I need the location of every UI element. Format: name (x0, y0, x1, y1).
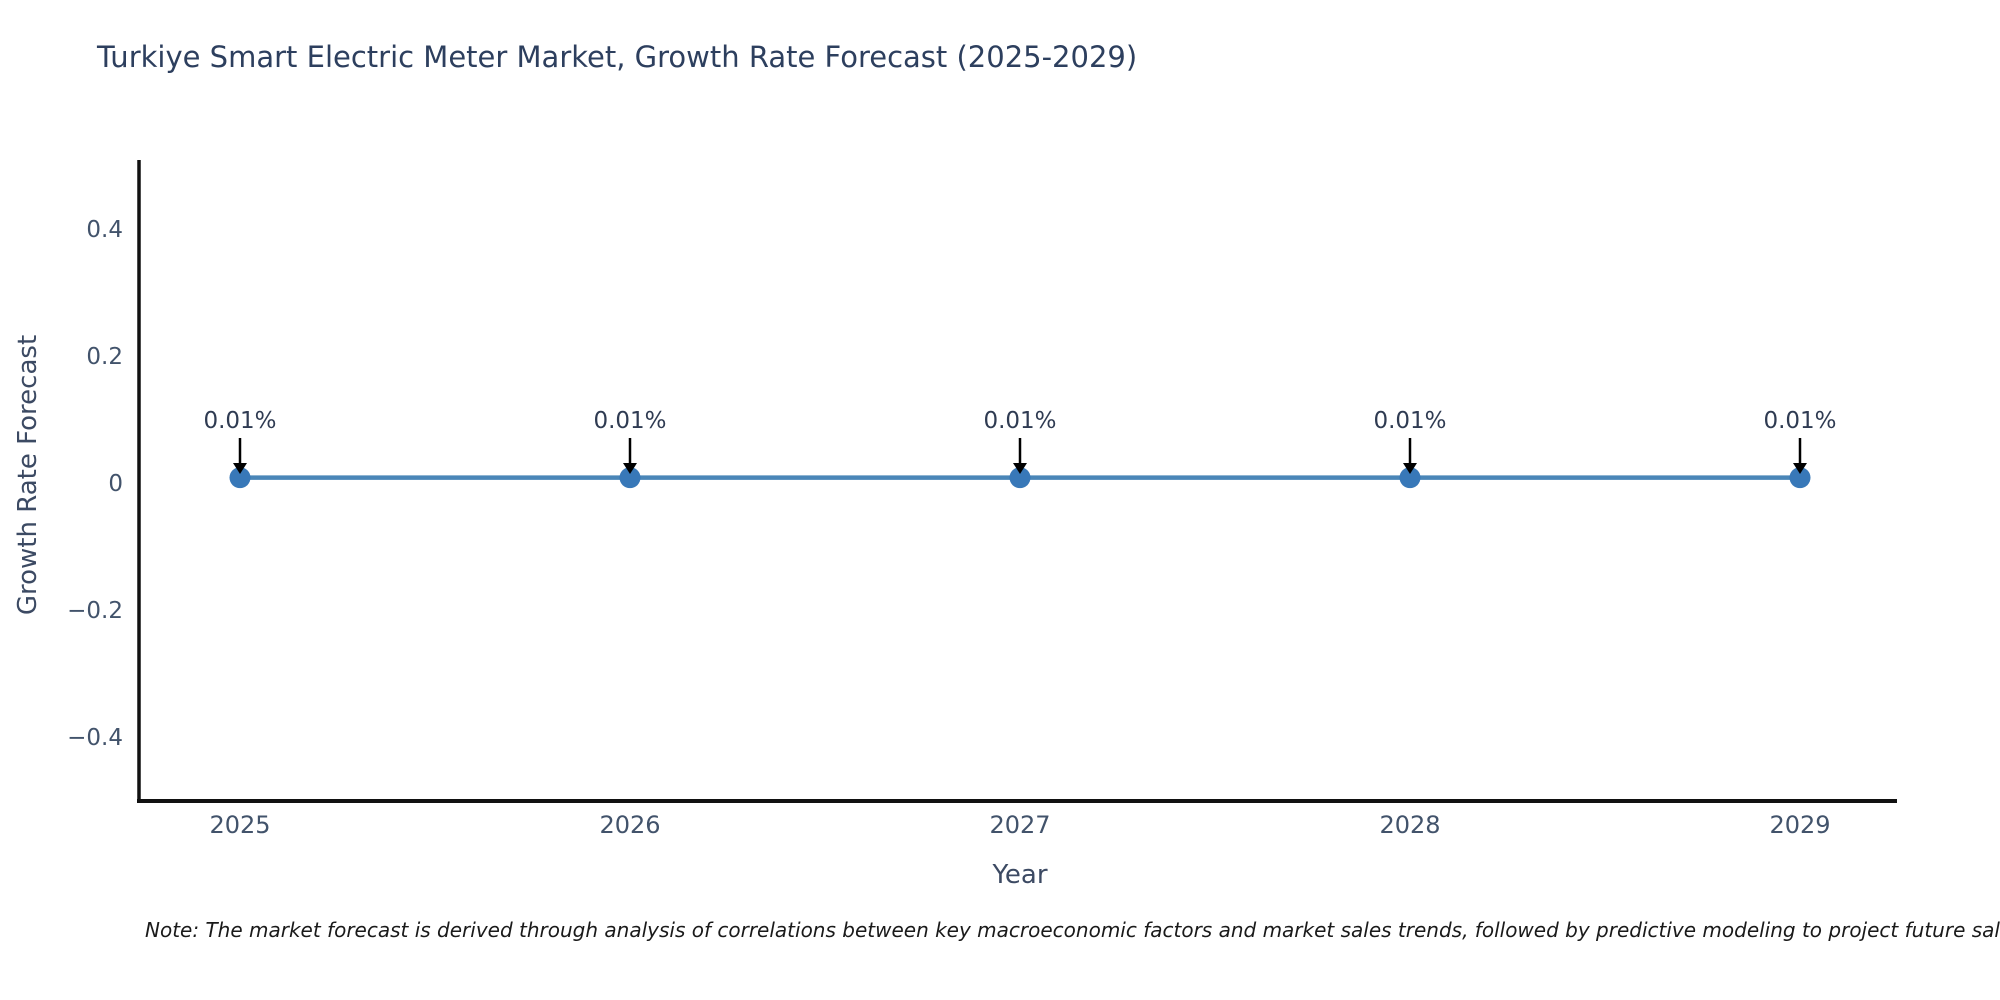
data-point-marker (619, 467, 641, 489)
y-tick-label: 0.4 (86, 217, 123, 243)
x-tick-label: 2029 (1769, 811, 1830, 839)
chart-title: Turkiye Smart Electric Meter Market, Gro… (97, 40, 1138, 74)
x-axis-title: Year (992, 860, 1048, 890)
y-tick-label: −0.2 (67, 598, 123, 624)
y-axis-title: Growth Rate Forecast (13, 334, 43, 616)
annotation-arrow-head (1013, 463, 1027, 474)
y-tick-label: 0 (108, 471, 123, 497)
point-annotation-label: 0.01% (983, 408, 1056, 434)
point-annotation-label: 0.01% (1763, 408, 1836, 434)
footnote-text: Note: The market forecast is derived thr… (145, 918, 2000, 942)
annotation-arrow-head (1793, 463, 1807, 474)
data-point-marker (1399, 467, 1421, 489)
data-point-marker (229, 467, 251, 489)
x-tick-label: 2028 (1379, 811, 1440, 839)
x-tick-label: 2025 (209, 811, 270, 839)
annotation-arrow-head (233, 463, 247, 474)
point-annotation-label: 0.01% (1373, 408, 1446, 434)
y-tick-label: −0.4 (67, 725, 123, 751)
data-point-marker (1789, 467, 1811, 489)
point-annotation-label: 0.01% (593, 408, 666, 434)
x-tick-label: 2026 (599, 811, 660, 839)
annotation-arrow-head (1403, 463, 1417, 474)
data-point-marker (1009, 467, 1031, 489)
x-tick-label: 2027 (989, 811, 1050, 839)
y-tick-label: 0.2 (86, 344, 123, 370)
annotation-arrow-head (623, 463, 637, 474)
point-annotation-label: 0.01% (203, 408, 276, 434)
